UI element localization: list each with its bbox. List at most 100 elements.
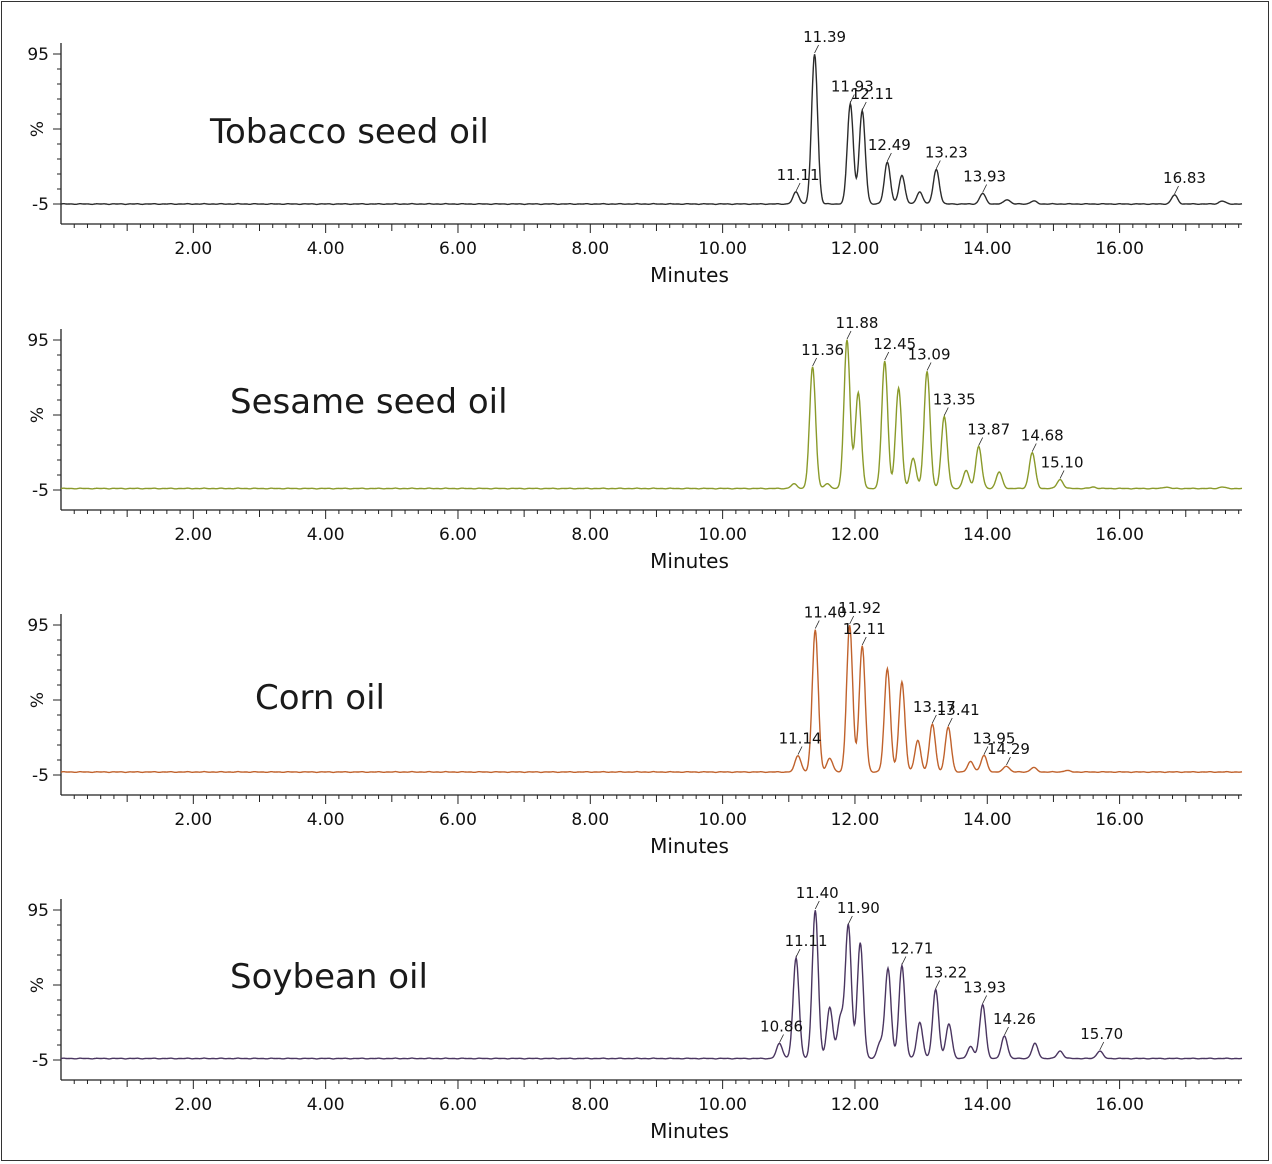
peak-label: 11.36 — [801, 341, 844, 359]
peak-apex — [815, 909, 816, 910]
peak-label: 13.17 — [913, 698, 956, 716]
peak-apex — [966, 470, 967, 471]
peak-leader — [814, 44, 819, 54]
peak-leader — [935, 980, 941, 989]
chromatogram-trace — [60, 54, 1243, 206]
peak-leader — [978, 437, 984, 446]
chromatogram-panel: 95% -5 2.00 4.00 6.00 8.00 10.00 12.00 14.00 16.0… — [27, 884, 1243, 1143]
peak-apex — [1033, 200, 1034, 201]
peak-apex — [982, 193, 983, 194]
peak-apex — [1059, 479, 1060, 480]
peak-apex — [812, 366, 813, 367]
peak-apex — [917, 740, 918, 741]
x-axis-title: Minutes — [650, 834, 729, 858]
peak-leader — [1099, 1041, 1105, 1051]
peak-apex — [913, 458, 914, 459]
peak-label: 15.10 — [1041, 454, 1084, 472]
x-tick-label: 14.00 — [963, 525, 1012, 545]
peak-leader — [932, 714, 937, 724]
peak-leader — [795, 182, 801, 192]
peak-leader — [812, 357, 817, 367]
x-tick-label: 16.00 — [1095, 525, 1144, 545]
x-tick-label: 2.00 — [174, 239, 212, 259]
x-axis-title: Minutes — [650, 263, 729, 287]
peak-apex — [999, 471, 1000, 472]
peak-apex — [884, 360, 885, 361]
peak-apex — [829, 758, 830, 759]
x-tick-label: 2.00 — [174, 810, 212, 830]
x-tick-label: 6.00 — [439, 525, 477, 545]
chromatogram-trace — [60, 625, 1243, 774]
peak-apex — [862, 110, 863, 111]
peak-apex — [919, 191, 920, 192]
peak-label: 14.68 — [1021, 427, 1064, 445]
peak-leader — [849, 94, 855, 103]
y-tick-label: 95 — [27, 45, 49, 65]
y-tick-label: 95 — [27, 901, 49, 921]
peak-apex — [887, 161, 888, 162]
x-tick-label: 8.00 — [571, 239, 609, 259]
peak-label: 15.70 — [1080, 1025, 1123, 1043]
peak-label: 12.49 — [868, 136, 911, 154]
peak-label: 11.14 — [779, 730, 822, 748]
y-axis-title: % — [28, 692, 48, 708]
panel-title: Tobacco seed oil — [209, 112, 489, 152]
peak-apex — [793, 483, 794, 484]
peak-label: 13.95 — [972, 730, 1015, 748]
peak-label: 12.45 — [873, 335, 916, 353]
peak-apex — [850, 103, 851, 104]
x-axis-title: Minutes — [650, 1119, 729, 1143]
x-tick-label: 2.00 — [174, 525, 212, 545]
peak-label: 13.23 — [925, 144, 968, 162]
peak-label: 11.40 — [796, 884, 839, 902]
chromatogram-trace — [60, 339, 1243, 490]
peak-apex — [983, 755, 984, 756]
peak-apex — [978, 446, 979, 447]
peak-leader — [861, 101, 867, 111]
peak-leader — [849, 615, 855, 625]
panel-title: Corn oil — [255, 678, 385, 718]
peak-leader — [846, 330, 852, 340]
peak-apex — [901, 175, 902, 176]
chromatogram-panel: 95% -5 2.00 4.00 6.00 8.00 10.00 12.00 14.00 16.0… — [27, 28, 1243, 287]
peak-apex — [827, 483, 828, 484]
peak-apex — [944, 416, 945, 417]
peak-apex — [1006, 765, 1007, 766]
y-tick-label: -5 — [32, 481, 49, 501]
y-axis-title: % — [28, 121, 48, 137]
peak-apex — [970, 1046, 971, 1047]
x-tick-label: 2.00 — [174, 1095, 212, 1115]
peak-apex — [879, 1043, 880, 1044]
peak-apex — [1059, 1050, 1060, 1051]
peak-apex — [795, 191, 796, 192]
peak-leader — [814, 620, 820, 629]
peak-apex — [1222, 486, 1223, 487]
peak-leader — [847, 915, 853, 925]
panel-title: Soybean oil — [230, 957, 428, 997]
chromatogram-panel: 95% -5 2.00 4.00 6.00 8.00 10.00 12.00 14.00 16.0… — [27, 599, 1243, 858]
x-tick-label: 4.00 — [307, 525, 345, 545]
peak-label: 14.29 — [987, 740, 1030, 758]
peak-apex — [932, 723, 933, 724]
peak-apex — [926, 371, 927, 372]
peak-leader — [861, 636, 867, 646]
peak-apex — [862, 645, 863, 646]
peak-label: 11.92 — [838, 599, 881, 617]
peak-apex — [860, 942, 861, 943]
peak-apex — [1034, 1043, 1035, 1044]
peak-apex — [919, 1022, 920, 1023]
peak-leader — [982, 995, 988, 1004]
x-tick-label: 14.00 — [963, 1095, 1012, 1115]
peak-apex — [935, 989, 936, 990]
peak-apex — [815, 629, 816, 630]
peak-apex — [887, 668, 888, 669]
y-axis-title: % — [28, 407, 48, 423]
peak-label: 13.22 — [924, 964, 967, 982]
peak-label: 13.09 — [908, 346, 951, 364]
x-tick-label: 16.00 — [1095, 239, 1144, 259]
peak-label: 12.11 — [843, 620, 886, 638]
x-tick-label: 14.00 — [963, 239, 1012, 259]
x-tick-label: 8.00 — [571, 810, 609, 830]
